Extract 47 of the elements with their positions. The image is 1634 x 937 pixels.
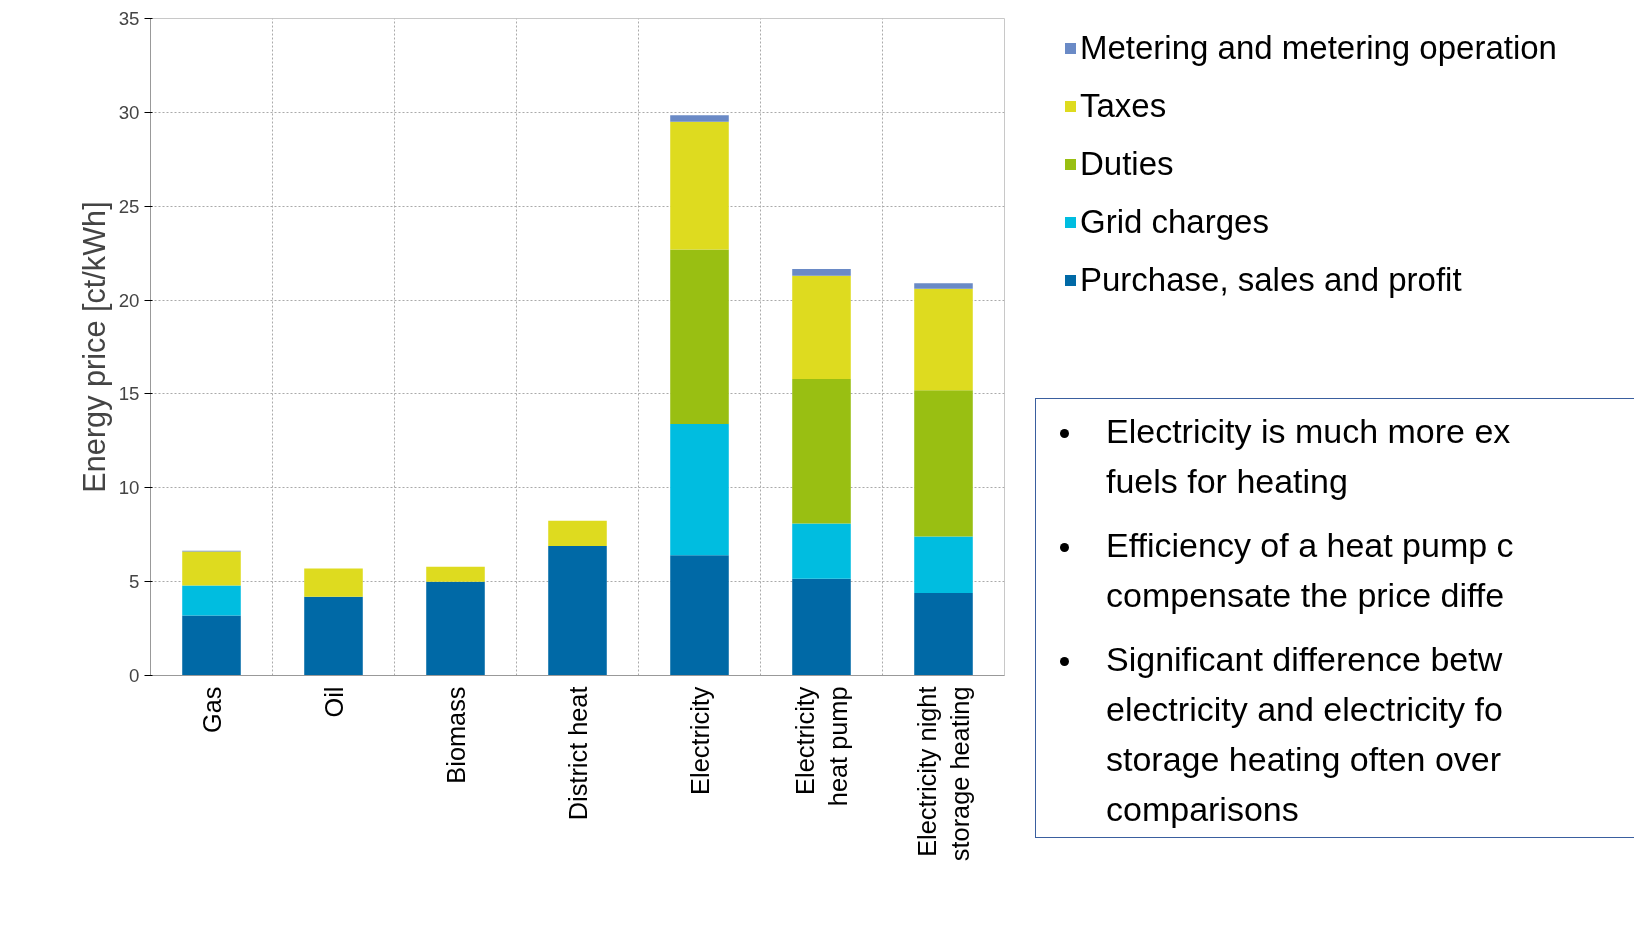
bar: [792, 269, 851, 276]
bar: [182, 551, 241, 586]
bar: [792, 378, 851, 524]
bar: [914, 288, 973, 391]
y-axis-title: Energy price [ct/kWh]: [76, 201, 112, 493]
text: Efficiency of a heat pump c compensate the price diffe: [1106, 525, 1514, 616]
bar: [670, 555, 729, 676]
x-tick-label: Biomass: [441, 686, 470, 784]
bar: [670, 249, 729, 424]
bar: [914, 536, 973, 593]
bar: [548, 520, 607, 546]
y-tick-label: 30: [118, 101, 140, 123]
x-tick-label: Oil: [319, 686, 348, 718]
bar: [792, 578, 851, 676]
y-tick-label: 0: [129, 665, 140, 686]
bar: [182, 585, 241, 616]
y-tick-label: 15: [118, 383, 140, 405]
bar: [792, 523, 851, 579]
legend-label: Duties: [1080, 144, 1174, 185]
y-tick-label: 20: [118, 289, 140, 311]
bar: [914, 592, 973, 676]
y-tick-label: 5: [129, 571, 140, 593]
bar: [914, 283, 973, 289]
bar: [304, 568, 363, 597]
text: Significant difference betw electricity and electricity fo storage heating often over comparisons: [1106, 639, 1504, 830]
bar: [670, 121, 729, 250]
bar: [426, 566, 485, 582]
legend-label: Grid charges: [1080, 202, 1269, 243]
bar: [670, 115, 729, 122]
x-tick-label: District heat: [563, 686, 592, 821]
bar: [914, 390, 973, 537]
y-tick-label: 10: [118, 477, 140, 499]
bar: [182, 615, 241, 676]
bar: [548, 545, 607, 676]
legend-label: Metering and metering operation: [1080, 28, 1557, 69]
bar: [426, 581, 485, 676]
x-tick-label: Gas: [197, 686, 226, 733]
legend-label: Purchase, sales and profit: [1080, 260, 1462, 301]
y-tick-label: 25: [118, 195, 140, 217]
bar: [304, 596, 363, 676]
bar: [670, 423, 729, 556]
x-tick-label: Electricity: [685, 686, 714, 795]
y-tick-label: 35: [118, 8, 140, 29]
x-tick-label: Electricity heat pump: [790, 686, 853, 807]
bar: [792, 275, 851, 379]
text: Electricity is much more ex fuels for heating: [1106, 411, 1512, 502]
legend-label: Taxes: [1080, 86, 1167, 127]
